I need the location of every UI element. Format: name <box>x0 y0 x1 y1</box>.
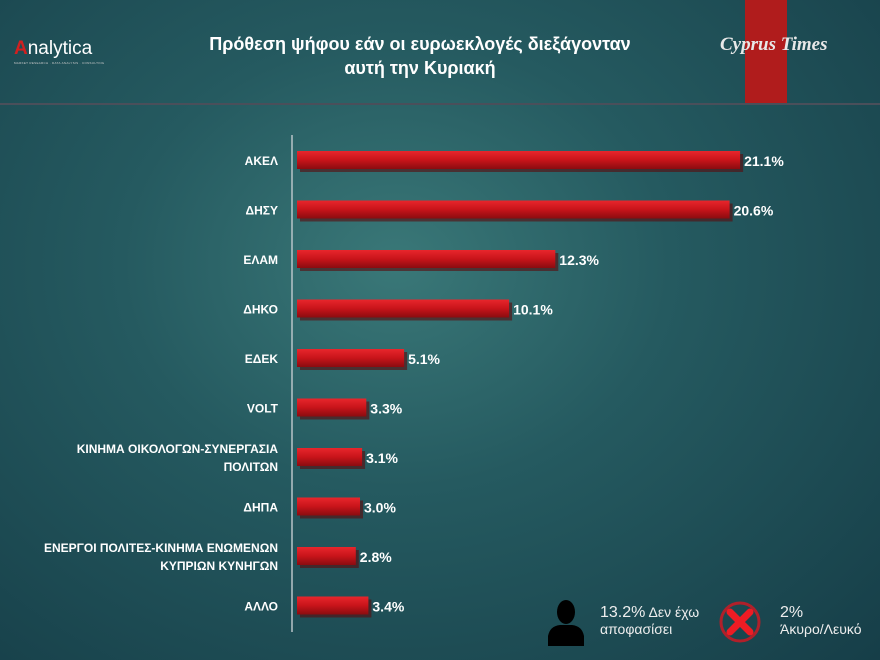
category-label: ΔΗΚΟ <box>243 303 278 317</box>
accent-stripe <box>745 0 787 104</box>
person-icon <box>548 600 584 646</box>
data-label: 3.4% <box>372 599 404 615</box>
data-label: 3.1% <box>366 450 398 466</box>
category-label: ΕΝΕΡΓΟΙ ΠΟΛΙΤΕΣ-ΚΙΝΗΜΑ ΕΝΩΜΕΝΩΝ <box>44 541 278 555</box>
bar-chart: 21.1% ΑΚΕΛ 20.6% ΔΗΣΥ 12.3% ΕΛΑΜ 10.1% ΔΗΚΟ 5.1%… <box>44 135 784 632</box>
category-label: ΚΙΝΗΜΑ ΟΙΚΟΛΟΓΩΝ-ΣΥΝΕΡΓΑΣΙΑ <box>77 442 279 456</box>
data-label: 20.6% <box>734 203 774 219</box>
category-label: VOLT <box>247 402 279 416</box>
category-label: ΑΛΛΟ <box>244 600 278 614</box>
bar <box>297 250 556 268</box>
bar <box>297 448 363 466</box>
category-label: ΔΗΣΥ <box>246 204 279 218</box>
red-x-icon <box>719 601 761 643</box>
bar <box>297 151 741 169</box>
category-label: ΚΥΠΡΙΩΝ ΚΥΝΗΓΩΝ <box>160 559 278 573</box>
bar <box>297 596 369 615</box>
page-title: Πρόθεση ψήφου εάν οι ευρωεκλογές διεξάγο… <box>209 34 631 78</box>
bar <box>297 497 360 516</box>
bar <box>297 547 356 565</box>
header: Analytica MARKET RESEARCH · DATA ANALYSIS… <box>0 0 880 105</box>
bar <box>297 299 510 318</box>
category-label: ΑΚΕΛ <box>245 154 278 168</box>
category-label: ΠΟΛΙΤΩΝ <box>224 460 278 474</box>
data-label: 3.0% <box>364 500 396 516</box>
bar <box>297 349 405 367</box>
bar <box>297 200 730 219</box>
data-label: 10.1% <box>513 302 553 318</box>
analytica-logo: Analytica MARKET RESEARCH · DATA ANALYSIS… <box>14 38 105 65</box>
data-label: 3.3% <box>370 401 402 417</box>
category-label: ΔΗΠΑ <box>243 501 278 515</box>
category-label: ΕΛΑΜ <box>243 253 278 267</box>
header-divider <box>0 103 880 105</box>
bar <box>297 398 367 417</box>
data-label: 12.3% <box>559 252 599 268</box>
data-label: 5.1% <box>408 351 440 367</box>
data-label: 2.8% <box>360 549 392 565</box>
data-label: 21.1% <box>744 153 784 169</box>
publisher-logo: Cyprus Times <box>720 34 828 55</box>
category-label: ΕΔΕΚ <box>245 352 279 366</box>
